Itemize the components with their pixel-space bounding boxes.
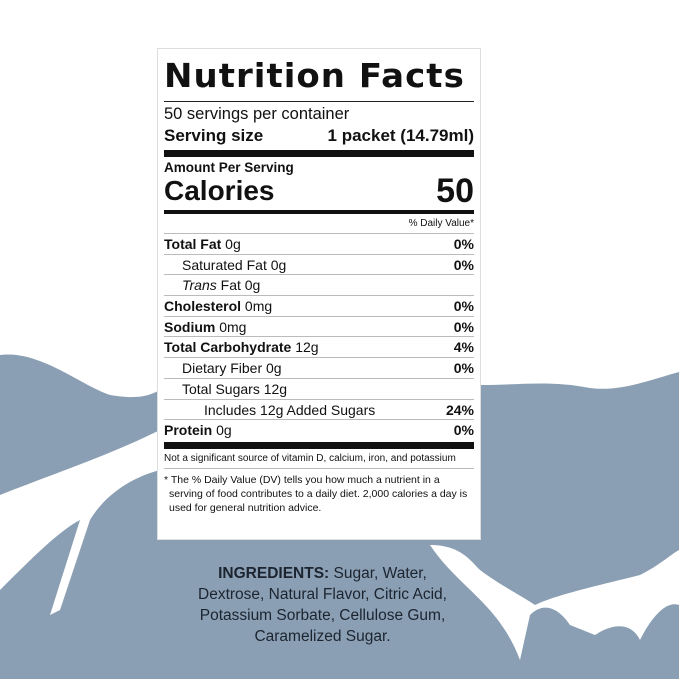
nutrient-row-total-carbohydrate: Total Carbohydrate 12g 4% [164, 337, 474, 359]
nutrient-name: Total Carbohydrate [164, 339, 292, 356]
thick-divider [164, 441, 474, 449]
nutrient-dv: 4% [453, 339, 474, 356]
medium-divider [164, 210, 474, 214]
nutrient-amount: 0g [221, 236, 241, 252]
nutrient-row-protein: Protein 0g 0% [164, 420, 474, 441]
serving-size-label: Serving size [164, 126, 264, 145]
daily-value-header: % Daily Value* [164, 214, 474, 234]
nutrient-amount: 0mg [241, 298, 273, 315]
ingredients-heading: INGREDIENTS: [218, 565, 330, 582]
nutrient-name: Cholesterol [164, 298, 242, 315]
nutrient-row-saturated-fat: Saturated Fat 0g 0% [164, 255, 474, 276]
vitamin-note: Not a significant source of vitamin D, c… [164, 449, 474, 469]
nutrition-facts-label: Nutrition Facts 50 servings per containe… [157, 48, 481, 540]
calories-value: 50 [436, 172, 474, 210]
nutrient-name: Sodium [164, 318, 216, 335]
nutrient-name: Trans [182, 277, 217, 294]
calories-label: Calories [164, 175, 275, 206]
nutrient-amount: 0mg [215, 318, 247, 335]
nutrient-row-total-fat: Total Fat 0g 0% [164, 234, 474, 255]
ingredients-text: Sugar, Water, Dextrose, Natural Flavor, … [198, 565, 447, 645]
nutrient-name: Total Fat [164, 236, 222, 252]
nutrient-dv: 0% [453, 236, 474, 252]
serving-size-value: 1 packet (14.79ml) [327, 126, 474, 145]
white-branch-shape-right [430, 545, 679, 660]
white-branch-shape [0, 430, 160, 615]
divider [164, 101, 474, 102]
nutrient-dv: 0% [453, 256, 474, 273]
nutrient-dv: 24% [445, 401, 474, 418]
servings-per-container: 50 servings per container [164, 105, 350, 123]
nutrient-name: Total Sugars 12g [182, 380, 288, 397]
label-title: Nutrition Facts [164, 56, 465, 95]
nutrient-name: Saturated Fat 0g [182, 256, 287, 273]
nutrient-row-dietary-fiber: Dietary Fiber 0g 0% [164, 358, 474, 379]
daily-value-footnote: * The % Daily Value (DV) tells you how m… [164, 473, 468, 514]
nutrient-dv: 0% [453, 360, 474, 377]
nutrient-row-trans-fat: Trans Fat 0g [164, 275, 474, 297]
nutrient-row-cholesterol: Cholesterol 0mg 0% [164, 296, 474, 317]
nutrient-dv: 0% [453, 298, 474, 315]
ingredients: INGREDIENTS: Sugar, Water, Dextrose, Nat… [190, 563, 455, 647]
calories-row: Calories 50 [164, 172, 474, 210]
nutrient-row-sodium: Sodium 0mg 0% [164, 317, 474, 338]
amount-per-serving: Amount Per Serving [164, 160, 294, 175]
thick-divider [164, 150, 474, 157]
nutrient-row-total-sugars: Total Sugars 12g [164, 379, 474, 400]
nutrient-row-added-sugars: Includes 12g Added Sugars 24% [164, 400, 474, 421]
nutrient-dv: 0% [453, 318, 474, 335]
nutrient-name: Includes 12g Added Sugars [204, 401, 376, 418]
nutrient-name: Dietary Fiber 0g [182, 360, 282, 377]
nutrient-amount: Fat 0g [216, 277, 261, 294]
serving-size: Serving size 1 packet (14.79ml) [164, 126, 474, 146]
nutrient-dv: 0% [453, 422, 474, 439]
nutrient-name: Protein [164, 422, 213, 439]
nutrient-amount: 0g [212, 422, 232, 439]
nutrient-amount: 12g [291, 339, 319, 356]
